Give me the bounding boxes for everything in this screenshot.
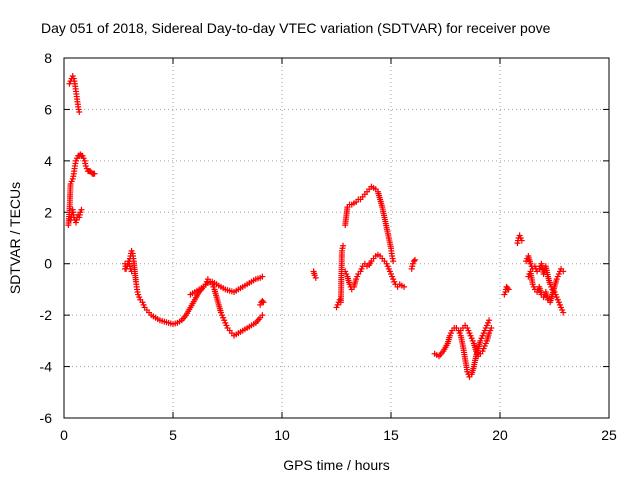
y-tick-label: 6 <box>44 101 52 117</box>
y-tick-label: -6 <box>40 410 53 426</box>
y-tick-label: -4 <box>40 359 53 375</box>
chart-title: Day 051 of 2018, Sidereal Day-to-day VTE… <box>41 20 551 36</box>
y-tick-label: 4 <box>44 153 52 169</box>
grid-lines <box>64 58 609 418</box>
x-tick-label: 5 <box>169 427 177 443</box>
y-axis-label: SDTVAR / TECUs <box>7 182 23 294</box>
axis-ticks <box>64 58 609 418</box>
sdtvar-chart: Day 051 of 2018, Sidereal Day-to-day VTE… <box>0 0 640 480</box>
plot-frame <box>64 58 609 418</box>
y-tick-label: 0 <box>44 256 52 272</box>
data-points <box>65 73 566 380</box>
x-tick-label: 0 <box>60 427 68 443</box>
x-tick-label: 20 <box>492 427 508 443</box>
x-axis-label: GPS time / hours <box>283 457 390 473</box>
y-tick-label: 2 <box>44 204 52 220</box>
y-tick-label: 8 <box>44 50 52 66</box>
x-tick-label: 10 <box>274 427 290 443</box>
x-tick-label: 15 <box>383 427 399 443</box>
x-tick-label: 25 <box>601 427 617 443</box>
y-tick-label: -2 <box>40 307 53 323</box>
